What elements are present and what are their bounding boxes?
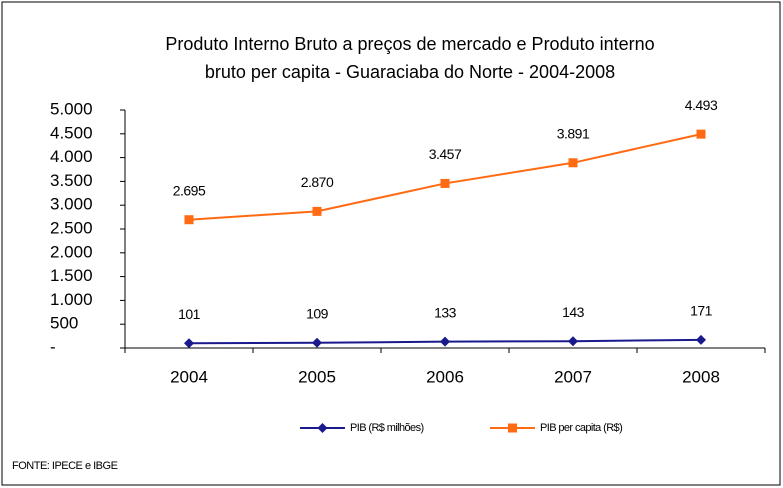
data-label: 171	[690, 303, 713, 319]
y-tick-label: 4.500	[50, 123, 93, 142]
y-tick-label: 3.000	[50, 195, 93, 214]
marker	[508, 423, 517, 433]
legend-label: PIB per capita (R$)	[540, 422, 622, 434]
y-tick-label: 5.000	[50, 99, 93, 118]
x-tick-label: 2007	[554, 367, 592, 386]
data-label: 109	[306, 306, 329, 322]
marker	[184, 338, 194, 349]
y-tick-label: 3.500	[50, 171, 93, 190]
data-label: 133	[434, 304, 457, 320]
marker	[312, 206, 322, 216]
marker	[312, 337, 322, 348]
x-tick-label: 2006	[426, 367, 464, 386]
data-label: 3.457	[429, 146, 462, 162]
marker	[317, 423, 328, 433]
data-label: 2.870	[301, 174, 334, 190]
y-tick-label: 1.500	[50, 266, 93, 285]
chart-title: bruto per capita - Guaraciaba do Norte -…	[205, 62, 615, 82]
data-label: 2.695	[173, 182, 206, 198]
y-tick-label: 500	[50, 314, 78, 333]
marker	[568, 336, 578, 347]
y-tick-label: 4.000	[50, 147, 93, 166]
data-label: 3.891	[557, 125, 590, 141]
data-label: 4.493	[685, 97, 718, 113]
marker	[696, 129, 706, 139]
x-tick-label: 2004	[170, 367, 208, 386]
data-label: 101	[178, 306, 201, 322]
chart-title: Produto Interno Bruto a preços de mercad…	[165, 34, 654, 54]
x-tick-label: 2005	[298, 367, 336, 386]
y-tick-label: 1.000	[50, 290, 93, 309]
marker	[568, 158, 578, 168]
y-tick-label: 2.000	[50, 242, 93, 261]
marker	[440, 178, 450, 188]
x-tick-label: 2008	[682, 367, 720, 386]
y-tick-label: 2.500	[50, 218, 93, 237]
source-note: FONTE: IPECE e IBGE	[12, 460, 118, 472]
y-tick-label: -	[50, 337, 56, 356]
marker	[696, 334, 706, 345]
legend-label: PIB (R$ milhões)	[350, 422, 424, 434]
marker	[440, 336, 450, 347]
data-label: 143	[562, 304, 585, 320]
marker	[184, 215, 194, 225]
